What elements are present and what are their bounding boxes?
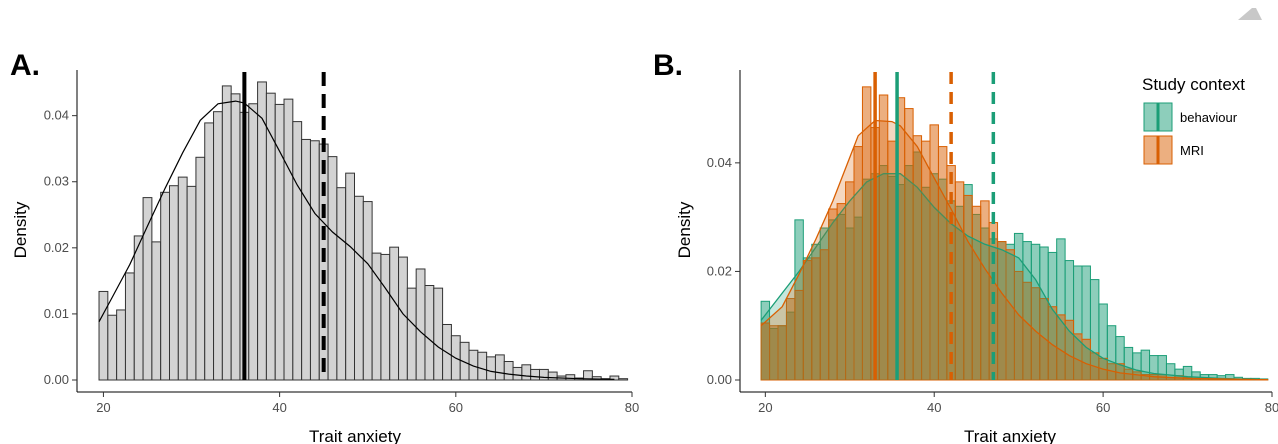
histogram-bar — [309, 140, 320, 381]
histogram-bar — [204, 122, 215, 381]
panel-a-x-tick-label: 20 — [96, 400, 110, 415]
histogram-bar — [116, 309, 126, 381]
panel-a-axes: 20 40 60 80 0.00 0.01 0.02 0.03 0.04 — [44, 70, 639, 415]
panel-b-x-axis-title: Trait anxiety — [964, 427, 1056, 444]
density-area-mri — [761, 120, 1256, 380]
histogram-bar — [107, 314, 118, 381]
histogram-bar — [160, 191, 170, 381]
panel-b-x-tick-label: 80 — [1265, 400, 1278, 415]
histogram-bar — [380, 253, 391, 381]
panel-a: A. 20 40 60 80 0.00 0.01 0.02 0.03 0.04 Trait an… — [10, 49, 639, 444]
histogram-bar — [248, 103, 259, 381]
corner-mark-icon — [1238, 8, 1262, 20]
histogram-bar — [406, 287, 417, 381]
histogram-bar — [257, 81, 267, 381]
panel-b-axes: 20 40 60 80 0.00 0.02 0.04 — [707, 70, 1278, 415]
histogram-bar — [98, 290, 109, 381]
density-curve — [98, 100, 615, 380]
panel-b-label: B. — [653, 49, 683, 82]
histogram-bar — [195, 156, 206, 381]
panel-a-x-tick-label: 40 — [272, 400, 286, 415]
panel-b-density-curves — [760, 119, 1256, 381]
histogram-bar — [336, 187, 347, 381]
histogram-bar — [618, 378, 629, 381]
histogram-bar — [539, 368, 549, 381]
legend-title: Study context — [1142, 75, 1245, 94]
panel-a-y-tick-label: 0.04 — [44, 108, 69, 123]
histogram-bar — [292, 121, 303, 381]
histogram-bar — [521, 364, 532, 381]
panel-b-y-tick-label: 0.02 — [707, 263, 732, 278]
panel-a-y-tick-label: 0.02 — [44, 240, 69, 255]
histogram-bar — [477, 351, 488, 381]
histogram-bar — [530, 368, 541, 381]
histogram-bar — [547, 371, 558, 381]
panel-a-y-axis-title: Density — [11, 201, 30, 258]
histogram-bar — [345, 172, 356, 381]
panel-a-x-axis-title: Trait anxiety — [309, 427, 401, 444]
histogram-bar — [609, 375, 620, 381]
panel-a-density-curve — [98, 100, 615, 380]
histogram-bar — [133, 235, 144, 381]
histogram-bar-mri — [1258, 378, 1269, 381]
histogram-bar — [301, 138, 311, 381]
histogram-bar — [398, 256, 408, 381]
histogram-bar — [486, 356, 496, 381]
panel-a-y-tick-label: 0.00 — [44, 372, 69, 387]
panel-a-y-tick-label: 0.03 — [44, 174, 69, 189]
panel-b-x-tick-label: 20 — [758, 400, 772, 415]
histogram-bar — [230, 93, 241, 381]
histogram-bar — [424, 284, 435, 381]
histogram-bar — [151, 241, 162, 381]
panel-b-legend: Study context behaviour MRI — [1142, 75, 1245, 165]
panel-a-y-tick-label: 0.01 — [44, 306, 69, 321]
histogram-bar — [362, 201, 373, 381]
panel-b: B. 20 40 60 80 0.00 0.02 0.04 Trait anxiety De… — [653, 49, 1278, 444]
histogram-bar — [503, 360, 514, 381]
histogram-bar — [283, 98, 294, 381]
density-curve-mri — [760, 119, 1256, 381]
panel-a-label: A. — [10, 49, 40, 82]
panel-a-x-tick-label: 80 — [625, 400, 639, 415]
histogram-bar — [389, 246, 400, 381]
legend-label-behaviour: behaviour — [1180, 110, 1238, 125]
legend-items: behaviour MRI — [1143, 102, 1238, 165]
panel-b-reference-lines — [873, 72, 996, 380]
panel-b-y-tick-label: 0.00 — [707, 372, 732, 387]
histogram-bar — [354, 195, 364, 381]
panel-b-y-tick-label: 0.04 — [707, 155, 732, 170]
panel-b-x-tick-label: 40 — [927, 400, 941, 415]
panel-a-x-tick-label: 60 — [449, 400, 463, 415]
histogram-bar — [494, 354, 505, 381]
histogram-bar — [221, 85, 232, 381]
legend-label-mri: MRI — [1180, 143, 1204, 158]
histogram-bar — [169, 185, 179, 381]
panel-b-y-axis-title: Density — [675, 201, 694, 258]
histogram-bar — [177, 176, 188, 381]
panel-a-histogram-bars — [98, 81, 629, 381]
density-curve-behaviour — [760, 173, 1256, 381]
histogram-bar — [327, 156, 338, 381]
histogram-bar — [512, 366, 523, 381]
histogram-bar — [433, 287, 444, 381]
histogram-bar — [415, 268, 426, 381]
histogram-bar — [213, 111, 223, 381]
histogram-bar — [124, 272, 135, 381]
panel-b-x-tick-label: 60 — [1096, 400, 1110, 415]
panel-a-reference-lines — [242, 72, 326, 380]
density-area-behaviour — [761, 173, 1256, 380]
histogram-bar — [583, 370, 593, 381]
histogram-bar — [265, 92, 276, 381]
histogram-bar — [565, 374, 576, 381]
histogram-bar — [186, 185, 197, 381]
